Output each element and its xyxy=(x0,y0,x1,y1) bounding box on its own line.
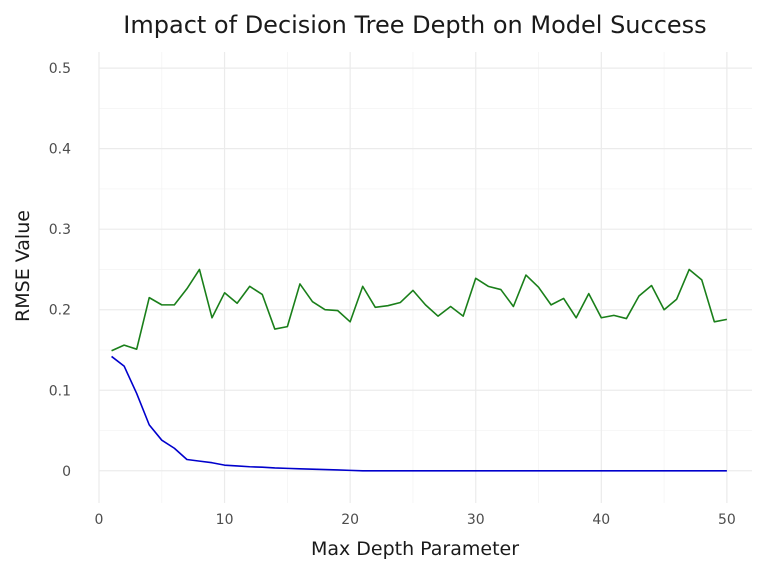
x-tick-label: 40 xyxy=(592,512,610,528)
y-tick-label: 0.5 xyxy=(49,61,71,77)
x-tick-label: 20 xyxy=(341,512,359,528)
y-tick-label: 0.4 xyxy=(49,142,71,158)
y-axis-title: RMSE Value xyxy=(12,210,34,322)
series-line-2 xyxy=(111,268,728,352)
plot-area: 0 10 20 30 40 50 0 0.1 0.2 0.3 0.4 0.5 xyxy=(49,52,752,528)
x-tick-label: 10 xyxy=(216,512,234,528)
y-tick-label: 0.3 xyxy=(49,222,71,238)
x-tick-label: 0 xyxy=(95,512,104,528)
x-axis-title: Max Depth Parameter xyxy=(311,538,519,560)
y-tick-label: 0.1 xyxy=(49,383,71,399)
series-line-1 xyxy=(111,355,727,472)
chart-title: Impact of Decision Tree Depth on Model S… xyxy=(123,11,706,39)
x-tick-label: 30 xyxy=(467,512,485,528)
y-tick-label: 0 xyxy=(62,464,71,480)
y-tick-label: 0.2 xyxy=(49,303,71,319)
x-tick-label: 50 xyxy=(718,512,736,528)
